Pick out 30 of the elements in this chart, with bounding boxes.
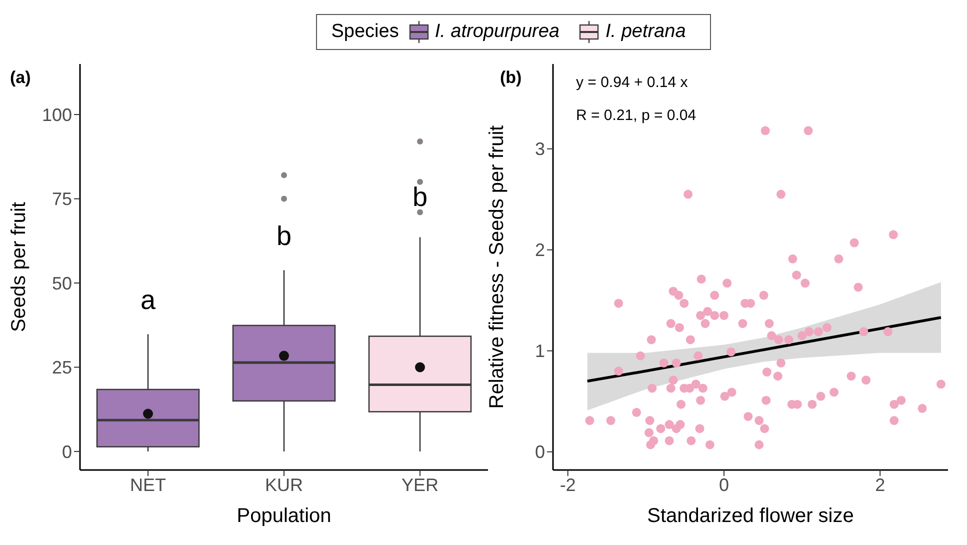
annotation: y = 0.94 + 0.14 x (576, 74, 688, 91)
y-tick-label: 50 (52, 273, 72, 294)
y-tick-label: 3 (534, 139, 545, 160)
y-axis-title: Relative fitness - Seeds per fruit (486, 124, 508, 409)
chart-title: (a) (10, 68, 31, 88)
annotation: R = 0.21, p = 0.04 (576, 107, 696, 124)
line-series (586, 316, 942, 383)
x-tick-label: -2 (560, 474, 576, 495)
x-tick-label: NET (130, 474, 166, 495)
y-tick-label: 75 (52, 189, 72, 210)
x-axis-title: Population (236, 505, 332, 527)
x-axis-title: Standarized flower size (647, 505, 854, 527)
y-tick-label: 0 (534, 442, 545, 462)
y-tick-label: 25 (52, 358, 72, 378)
y-tick-label: 100 (42, 104, 72, 125)
x-tick-label: KUR (264, 474, 304, 495)
annotation: b (412, 182, 428, 212)
x-tick-label: 2 (875, 474, 886, 495)
x-tick-label: YER (401, 474, 439, 495)
x-tick-label: 0 (718, 474, 729, 495)
y-axis-title: Seeds per fruit (8, 202, 30, 332)
chart-title: (b) (500, 68, 522, 88)
y-tick-label: 0 (62, 442, 72, 462)
legend-title: Species (331, 21, 399, 43)
y-tick-label: 1 (534, 341, 545, 362)
legend-label: I. petrana (605, 21, 686, 43)
y-tick-label: 2 (534, 240, 545, 260)
annotation: b (276, 221, 292, 252)
legend-label: I. atropurpurea (434, 21, 560, 43)
annotation: a (140, 285, 156, 316)
